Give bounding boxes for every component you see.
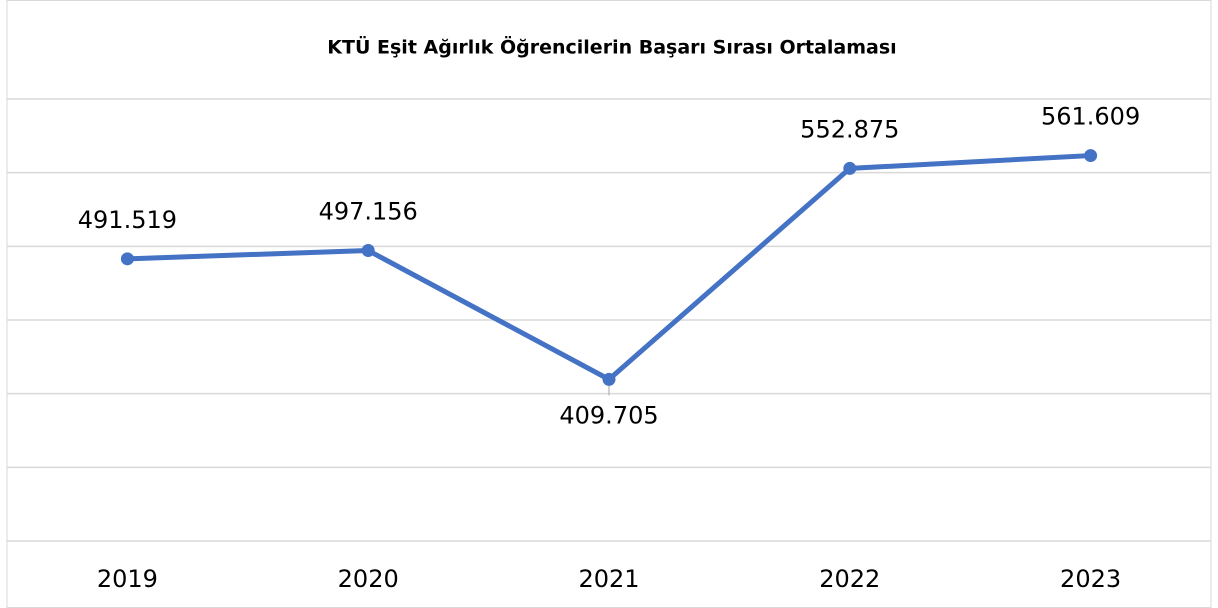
data-point	[843, 161, 857, 175]
x-tick-label: 2022	[819, 565, 880, 593]
x-tick-label: 2019	[97, 565, 158, 593]
x-tick-label: 2020	[338, 565, 399, 593]
x-tick-label: 2023	[1060, 565, 1121, 593]
data-label: 409.705	[559, 401, 658, 429]
data-point	[361, 244, 375, 258]
data-point	[1084, 149, 1098, 163]
x-tick-label: 2021	[578, 565, 639, 593]
data-label: 561.609	[1041, 103, 1140, 131]
data-label: 497.156	[319, 198, 418, 226]
chart-title: KTÜ Eşit Ağırlık Öğrencilerin Başarı Sır…	[327, 35, 896, 59]
chart-frame	[6, 0, 1212, 608]
data-label: 552.875	[800, 115, 899, 143]
data-label: 491.519	[78, 206, 177, 234]
data-point	[120, 252, 134, 266]
data-point	[602, 372, 616, 386]
